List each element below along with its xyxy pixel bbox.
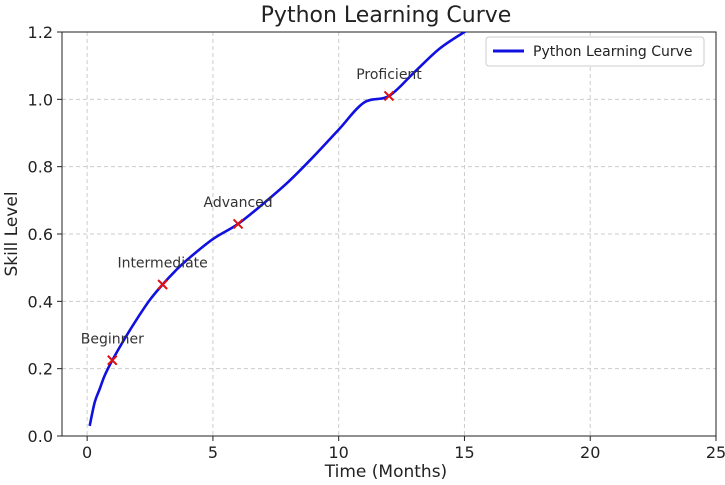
series-line [88, 32, 467, 427]
y-tick-label: 1.2 [28, 23, 53, 42]
markers: Beginner Intermediate Advanced Proficient [81, 67, 422, 366]
data-marker [383, 90, 395, 102]
y-tick-label: 0.4 [28, 292, 53, 311]
grid [62, 31, 717, 437]
x-tick-label: 20 [580, 443, 600, 462]
x-tick-label: 10 [329, 443, 349, 462]
data-marker [232, 218, 244, 230]
chart-title: Python Learning Curve [261, 3, 512, 28]
marker-annotation: Beginner [81, 331, 144, 347]
series [88, 32, 467, 427]
legend: Python Learning Curve [485, 36, 705, 67]
marker-annotation: Intermediate [117, 256, 207, 272]
y-tick-label: 1.0 [28, 90, 53, 109]
marker-annotation: Advanced [203, 195, 272, 211]
axis-ticks: 0 5 10 15 20 25 0.0 0.2 0.4 0.6 0.8 1.0 1.2 [28, 23, 725, 462]
y-tick-label: 0.6 [28, 225, 53, 244]
x-tick-label: 0 [82, 443, 92, 462]
y-tick-label: 0.0 [28, 427, 53, 446]
data-marker [107, 355, 118, 366]
legend-box [485, 36, 705, 67]
marker-annotation: Proficient [356, 67, 422, 83]
data-marker [157, 279, 168, 290]
x-axis-label: Time (Months) [324, 462, 447, 482]
y-tick-label: 0.2 [28, 360, 53, 379]
legend-label: Python Learning Curve [533, 44, 693, 60]
x-tick-label: 15 [454, 443, 474, 462]
x-tick-label: 25 [706, 443, 725, 462]
x-tick-label: 5 [208, 443, 218, 462]
y-tick-label: 0.8 [28, 158, 53, 177]
y-axis-label: Skill Level [2, 191, 22, 276]
